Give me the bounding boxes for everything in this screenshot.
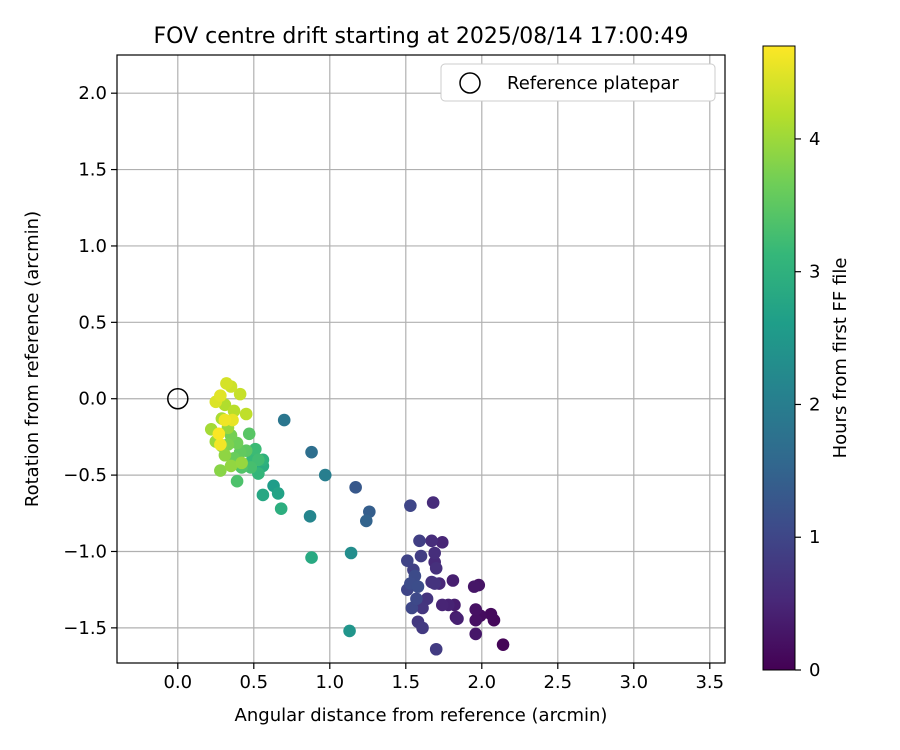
- x-tick-label: 3.0: [619, 672, 648, 693]
- y-tick-label: 1.5: [78, 160, 107, 181]
- data-point: [218, 413, 232, 427]
- x-tick-label: 1.0: [315, 672, 344, 693]
- x-axis-ticks: 0.0 0.5 1.0 1.5 2.0 2.5 3.0 3.5: [163, 663, 724, 693]
- x-tick-label: 2.5: [543, 672, 572, 693]
- grid-lines: [117, 55, 725, 663]
- data-point: [349, 481, 362, 494]
- colorbar-tick-label: 4: [809, 129, 820, 150]
- data-points: [204, 377, 510, 656]
- reference-point-icon: [167, 387, 189, 410]
- data-point: [469, 627, 483, 641]
- data-point: [318, 468, 332, 482]
- data-point: [214, 438, 227, 451]
- y-tick-label: 0.5: [78, 312, 107, 333]
- data-point: [233, 387, 247, 401]
- data-point: [277, 413, 291, 427]
- data-point: [305, 445, 318, 459]
- y-axis-ticks: −1.5 −1.0 −0.5 0.0 0.5 1.0 1.5 2.0: [63, 83, 117, 639]
- data-point: [214, 464, 227, 477]
- x-tick-label: 2.0: [467, 672, 496, 693]
- x-tick-label: 1.5: [391, 672, 420, 693]
- data-point: [446, 574, 460, 587]
- data-point: [435, 536, 449, 549]
- legend-entry: Reference platepar: [507, 73, 679, 94]
- data-point: [429, 561, 443, 575]
- legend-box: [440, 63, 716, 102]
- colorbar-tick-label: 0: [809, 660, 820, 681]
- data-point: [212, 427, 226, 441]
- reference-marker: [167, 387, 189, 410]
- data-point: [359, 514, 373, 528]
- data-point: [467, 580, 481, 593]
- data-point: [256, 488, 270, 502]
- y-tick-label: 0.0: [78, 389, 107, 410]
- data-point: [496, 638, 510, 651]
- data-point: [220, 377, 233, 390]
- data-point: [435, 598, 449, 612]
- data-point: [425, 534, 438, 548]
- x-tick-label: 0.0: [163, 672, 192, 693]
- data-point: [224, 459, 238, 473]
- data-point: [305, 551, 318, 564]
- data-point: [451, 612, 464, 625]
- legend-marker-icon: [459, 72, 481, 94]
- data-point: [413, 534, 426, 548]
- data-point: [414, 549, 428, 563]
- x-tick-label: 3.5: [695, 672, 724, 693]
- colorbar-tick-label: 2: [809, 394, 820, 415]
- legend: Reference platepar: [440, 63, 716, 102]
- colorbar-label: Hours from first FF file: [830, 258, 851, 459]
- chart-title: FOV centre drift starting at 2025/08/14 …: [154, 24, 689, 49]
- data-point: [469, 603, 483, 616]
- y-tick-label: −1.5: [63, 618, 107, 639]
- data-point: [401, 554, 414, 567]
- data-point: [344, 546, 358, 560]
- data-point: [239, 407, 253, 421]
- colorbar-gradient: [762, 45, 796, 671]
- data-point: [469, 613, 483, 627]
- colorbar: 0 1 2 3 4 Hours from first FF file: [762, 45, 851, 681]
- data-point: [271, 487, 285, 500]
- data-point: [218, 448, 232, 462]
- y-axis-label: Rotation from reference (arcmin): [22, 211, 43, 507]
- data-point: [235, 456, 248, 470]
- data-point: [274, 502, 288, 516]
- data-point: [214, 389, 227, 402]
- x-axis-label: Angular distance from reference (arcmin): [235, 705, 608, 726]
- x-tick-label: 0.5: [239, 672, 268, 693]
- colorbar-tick-label: 1: [809, 527, 820, 548]
- data-point: [404, 499, 417, 512]
- data-point: [428, 577, 441, 590]
- colorbar-tick-label: 3: [809, 262, 820, 283]
- data-point: [303, 510, 317, 523]
- colorbar-ticks: 0 1 2 3 4: [795, 129, 820, 681]
- y-tick-label: 2.0: [78, 83, 107, 104]
- y-tick-label: −0.5: [63, 465, 107, 486]
- y-tick-label: 1.0: [78, 236, 107, 257]
- data-point: [252, 453, 265, 467]
- data-point: [410, 592, 423, 606]
- plot-frame: [116, 54, 726, 664]
- data-point: [484, 607, 498, 621]
- data-point: [429, 642, 443, 656]
- data-point: [416, 601, 429, 615]
- data-point: [343, 624, 356, 638]
- y-tick-label: −1.0: [63, 541, 107, 562]
- data-point: [242, 427, 256, 441]
- data-point: [416, 621, 429, 635]
- data-point: [426, 496, 440, 509]
- data-point: [411, 580, 425, 593]
- data-point: [230, 474, 244, 488]
- data-point: [428, 546, 441, 560]
